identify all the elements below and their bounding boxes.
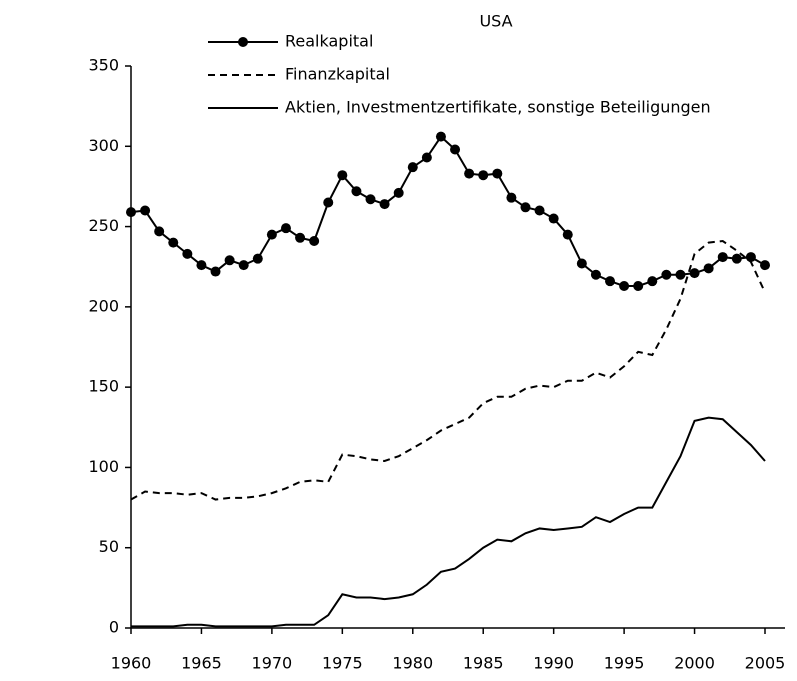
y-tick-label: 150 xyxy=(88,377,119,396)
data-point xyxy=(760,260,770,271)
series-line xyxy=(130,135,766,287)
data-point xyxy=(661,269,672,280)
data-point xyxy=(464,168,475,179)
data-point xyxy=(295,232,306,243)
data-point xyxy=(252,253,263,264)
data-point xyxy=(745,252,756,263)
data-point xyxy=(407,162,418,173)
data-point xyxy=(450,144,461,155)
data-point xyxy=(365,194,376,205)
data-point xyxy=(337,170,348,181)
data-point xyxy=(351,186,362,197)
data-point xyxy=(478,170,489,181)
x-tick-label: 1975 xyxy=(322,654,363,673)
data-point xyxy=(647,276,658,287)
data-point xyxy=(717,252,728,263)
series-line xyxy=(131,416,766,628)
data-point xyxy=(280,223,291,234)
data-point xyxy=(154,226,165,237)
x-tick-label: 2000 xyxy=(674,654,715,673)
y-tick-label: 200 xyxy=(88,296,119,315)
data-point xyxy=(605,276,616,287)
x-tick-label: 1985 xyxy=(463,654,504,673)
data-point xyxy=(126,207,136,218)
y-tick-label: 0 xyxy=(109,618,119,637)
y-tick-label: 300 xyxy=(88,136,119,155)
data-point xyxy=(619,280,630,291)
x-tick-label: 2005 xyxy=(745,654,786,673)
data-point xyxy=(590,269,601,280)
data-point xyxy=(689,268,700,279)
data-point xyxy=(548,213,559,224)
data-point xyxy=(168,237,179,248)
x-tick-label: 1960 xyxy=(111,654,152,673)
x-tick-label: 1965 xyxy=(181,654,222,673)
y-tick-label: 100 xyxy=(88,457,119,476)
data-point xyxy=(266,229,277,240)
data-point xyxy=(210,266,221,277)
x-tick-label: 1970 xyxy=(252,654,293,673)
series-line xyxy=(130,239,766,501)
data-point xyxy=(196,260,207,271)
data-point xyxy=(633,280,644,291)
chart-title: USA xyxy=(479,12,512,31)
x-tick-label: 1990 xyxy=(533,654,574,673)
y-tick-label: 250 xyxy=(88,216,119,235)
data-point xyxy=(224,255,235,266)
x-tick-label: 1995 xyxy=(604,654,645,673)
data-point xyxy=(421,152,432,163)
data-point xyxy=(323,197,334,208)
data-point xyxy=(731,253,742,264)
data-point xyxy=(182,248,193,259)
legend-marker xyxy=(238,37,248,47)
data-point xyxy=(379,199,390,210)
y-tick-label: 350 xyxy=(88,56,119,75)
legend-label: Aktien, Investmentzertifikate, sonstige … xyxy=(285,98,711,117)
legend-label: Realkapital xyxy=(285,32,373,51)
data-point xyxy=(675,269,686,280)
data-point xyxy=(393,187,404,198)
data-point xyxy=(576,258,587,269)
y-tick-label: 50 xyxy=(99,537,119,556)
data-point xyxy=(492,168,503,179)
legend-label: Finanzkapital xyxy=(285,65,390,84)
data-point xyxy=(435,131,446,142)
data-point xyxy=(238,260,249,271)
x-tick-label: 1980 xyxy=(392,654,433,673)
data-point xyxy=(140,205,151,216)
data-point xyxy=(520,202,531,213)
data-point xyxy=(562,229,573,240)
data-point xyxy=(703,263,714,274)
data-point xyxy=(534,205,545,216)
data-point xyxy=(309,236,320,247)
data-point xyxy=(506,192,517,203)
